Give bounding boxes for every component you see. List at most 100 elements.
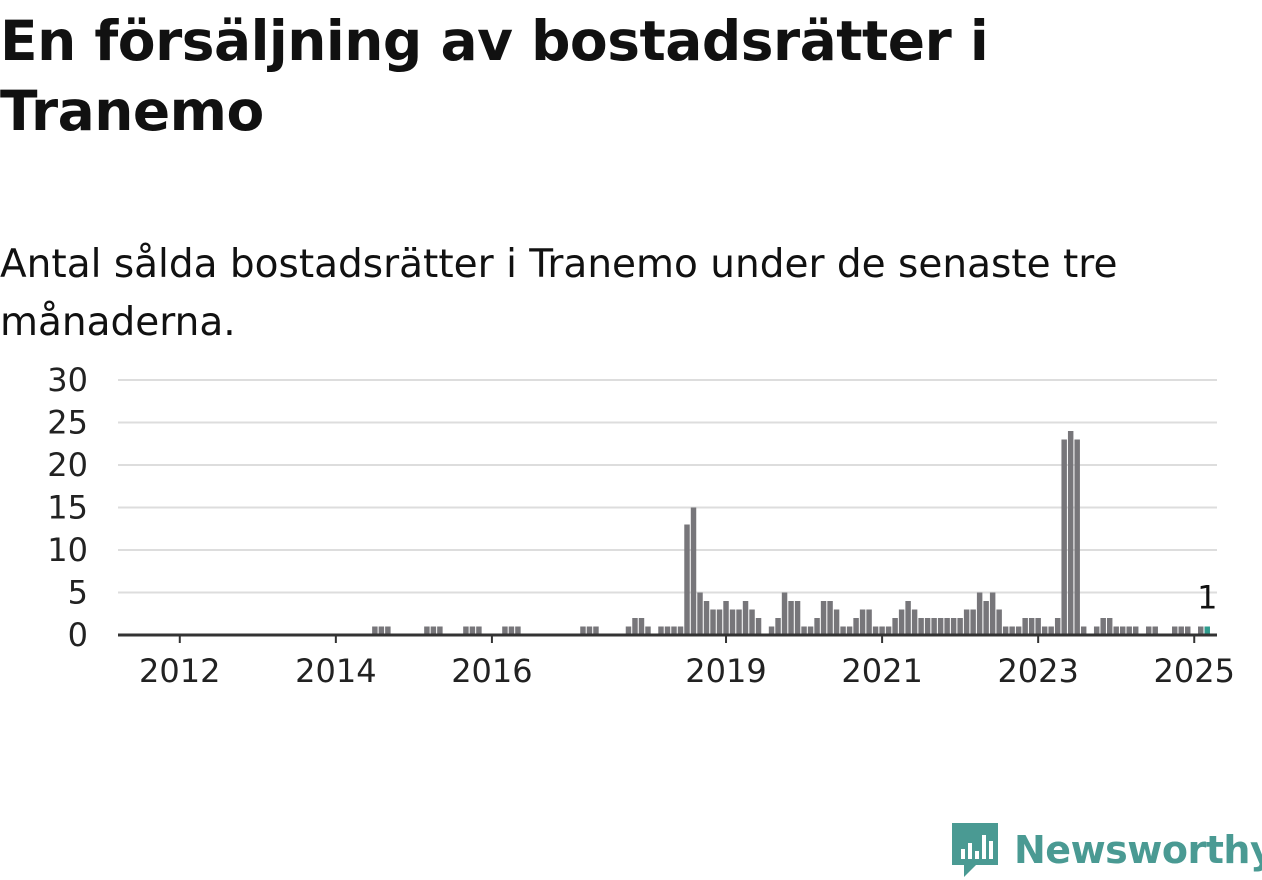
bar xyxy=(710,609,716,635)
x-tick-label: 2014 xyxy=(295,652,376,690)
bar xyxy=(963,609,970,635)
bar xyxy=(924,618,931,635)
bar xyxy=(885,626,892,635)
bar xyxy=(827,601,833,635)
bar xyxy=(937,618,944,635)
data-label: 1 xyxy=(1197,579,1217,617)
y-tick-label: 10 xyxy=(47,531,88,569)
bar xyxy=(1185,626,1191,635)
bar xyxy=(586,626,593,635)
y-tick-label: 30 xyxy=(47,361,88,399)
bar xyxy=(1048,626,1054,635)
bar xyxy=(814,618,820,635)
bar xyxy=(950,618,957,635)
bar xyxy=(645,626,651,635)
bar xyxy=(872,626,879,635)
bar xyxy=(677,626,684,635)
bar xyxy=(1198,626,1204,635)
bar xyxy=(580,626,586,635)
bar xyxy=(1119,626,1126,635)
chart-title: En försäljning av bostadsrätter i Tranem… xyxy=(0,9,989,143)
y-tick-label: 20 xyxy=(47,446,88,484)
bar xyxy=(866,609,872,635)
bar xyxy=(736,609,742,635)
bar xyxy=(1080,626,1087,635)
x-tick-label: 2016 xyxy=(451,652,532,690)
bar xyxy=(1126,626,1132,635)
bar xyxy=(385,626,391,635)
bar xyxy=(989,592,996,635)
bar xyxy=(944,618,950,635)
bar xyxy=(424,626,430,635)
y-tick-label: 15 xyxy=(47,489,88,527)
bar xyxy=(638,618,645,635)
bar xyxy=(918,618,924,635)
bar xyxy=(378,626,385,635)
bar xyxy=(1061,439,1067,635)
x-tick-label: 2019 xyxy=(685,652,766,690)
bar xyxy=(996,609,1002,635)
bar xyxy=(840,626,846,635)
bar xyxy=(749,609,755,635)
bar xyxy=(820,601,827,635)
bar xyxy=(703,601,710,635)
bar xyxy=(430,626,437,635)
bar xyxy=(729,609,736,635)
bar xyxy=(775,618,781,635)
brand-logo[interactable]: Newsworthy xyxy=(950,820,1262,880)
bar xyxy=(658,626,664,635)
bar xyxy=(781,592,788,635)
bar xyxy=(1067,431,1074,635)
bar xyxy=(469,626,476,635)
y-tick-label: 5 xyxy=(68,574,88,612)
y-tick-label: 0 xyxy=(68,616,88,654)
highlight-bar xyxy=(1204,626,1210,635)
x-tick-label: 2021 xyxy=(841,652,922,690)
bar xyxy=(1152,626,1158,635)
bar xyxy=(437,626,443,635)
bar xyxy=(742,601,749,635)
bar xyxy=(508,626,515,635)
bar xyxy=(664,626,671,635)
bar xyxy=(502,626,508,635)
bar xyxy=(463,626,469,635)
bar xyxy=(853,618,859,635)
bar xyxy=(625,626,632,635)
newsworthy-logo-icon xyxy=(952,823,998,877)
bar xyxy=(846,626,853,635)
bar xyxy=(898,609,905,635)
bar xyxy=(1002,626,1009,635)
bar xyxy=(1035,618,1041,635)
bar xyxy=(983,601,989,635)
x-tick-label: 2012 xyxy=(139,652,220,690)
bar xyxy=(1100,618,1106,635)
bar xyxy=(1106,618,1113,635)
bar xyxy=(716,609,723,635)
bar xyxy=(671,626,677,635)
bar xyxy=(807,626,814,635)
x-tick-label: 2023 xyxy=(997,652,1078,690)
bar xyxy=(723,601,729,635)
chart-subtitle: Antal sålda bostadsrätter i Tranemo unde… xyxy=(0,242,1118,345)
x-tick-label: 2025 xyxy=(1154,652,1235,690)
bar xyxy=(859,609,866,635)
bar xyxy=(1178,626,1184,635)
bar xyxy=(970,609,976,635)
bar xyxy=(911,609,918,635)
bar xyxy=(794,601,801,635)
bar xyxy=(1093,626,1100,635)
brand-name: Newsworthy xyxy=(1014,828,1262,872)
bar xyxy=(1009,626,1015,635)
bar xyxy=(1132,626,1139,635)
bar xyxy=(931,618,937,635)
bar xyxy=(476,626,482,635)
bar xyxy=(1074,439,1080,635)
bar xyxy=(515,626,521,635)
bar xyxy=(1054,618,1061,635)
bar xyxy=(632,618,638,635)
bar xyxy=(1145,626,1152,635)
bar xyxy=(801,626,807,635)
bar xyxy=(833,609,840,635)
bar xyxy=(593,626,599,635)
